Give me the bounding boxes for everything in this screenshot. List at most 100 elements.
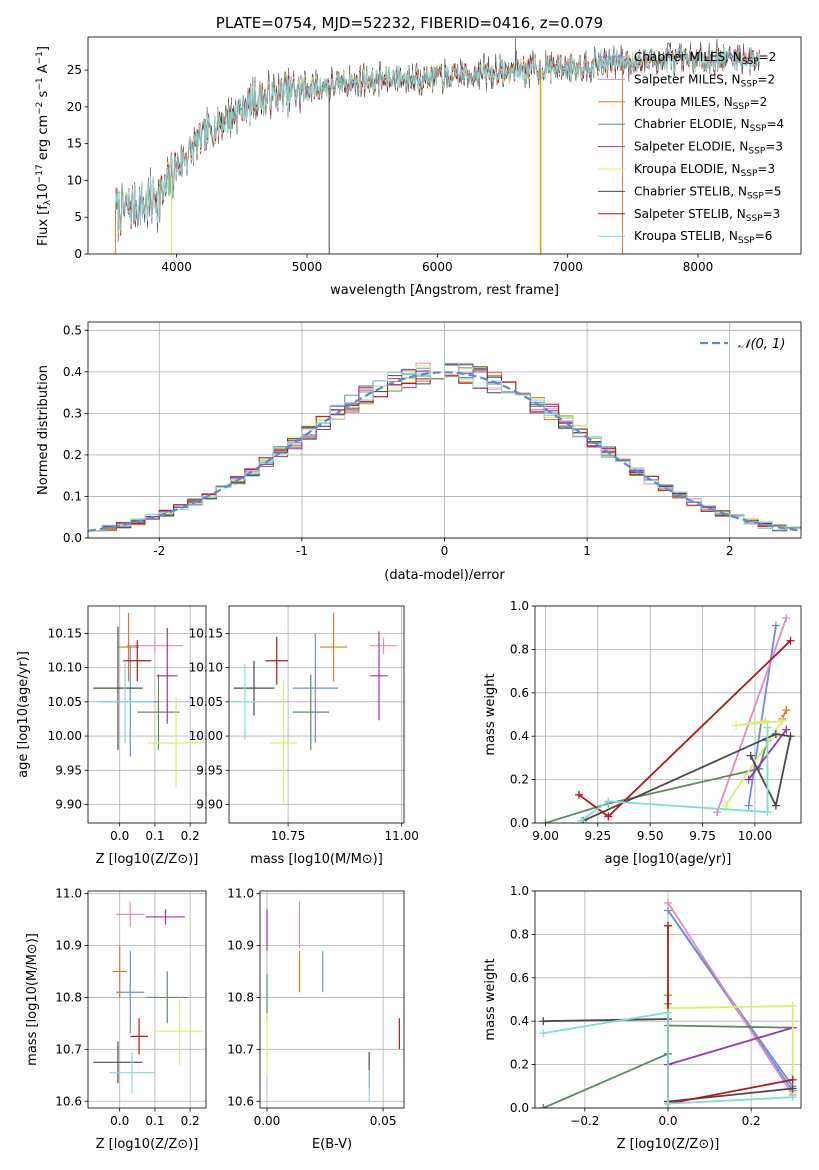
weight-marker <box>721 801 730 810</box>
legend-entry-nssp: 3 <box>767 162 775 176</box>
axis-group: 0.00 0.05 10.6 10.7 10.8 10.9 11.0 <box>227 887 405 1128</box>
y-tick-label: 20 <box>67 100 82 114</box>
legend-entry-nssp-sub: SSP <box>742 57 759 67</box>
errorbar-point <box>292 674 329 750</box>
x-tick-label: 8000 <box>683 260 714 274</box>
weight-marker <box>788 1075 797 1084</box>
x-axis-label: Z [log10(Z/Z⊙)] <box>96 852 199 867</box>
x-tick-label: 9.50 <box>637 829 664 843</box>
weight-marker <box>763 723 772 732</box>
legend-entry-eq: = <box>757 72 767 86</box>
legend-entry-nssp-label: , N <box>730 184 747 198</box>
legend-entry-name: Salpeter MILES <box>634 72 724 86</box>
y-tick-label: 0.3 <box>63 406 82 420</box>
axis-group: 0.0 0.1 0.2 9.90 9.95 10.00 10.05 10.10 10.15 <box>48 605 207 843</box>
weight-line <box>747 625 777 806</box>
x-tick-label: 0.0 <box>110 829 129 843</box>
legend: 𝒩(0, 1) <box>700 337 785 352</box>
y-tick-label: 0.8 <box>510 642 529 656</box>
errorbar-point <box>147 698 205 788</box>
y-tick-label: 0.4 <box>510 1014 529 1028</box>
errorbar-point <box>93 626 143 750</box>
legend-entry-eq: = <box>763 207 773 221</box>
legend-entry: Chabrier STELIB, NSSP=5 <box>634 184 782 201</box>
y-tick-label: 10.6 <box>55 1094 82 1108</box>
legend-entry-name: Kroupa MILES <box>634 95 716 109</box>
axes-frame <box>87 321 802 539</box>
y-tick-label: 11.0 <box>227 887 254 901</box>
weight-marker <box>744 801 753 810</box>
plot-area <box>93 612 205 788</box>
y-tick-label: 0.0 <box>63 531 82 545</box>
errorbar-point <box>123 640 152 682</box>
y-tick-label: 0.2 <box>510 1058 529 1072</box>
legend-entry-nssp-sub: SSP <box>741 169 758 179</box>
errorbar-point <box>231 664 259 740</box>
legend-entry-name: Chabrier MILES <box>634 50 725 64</box>
errorbar-point <box>96 660 154 743</box>
weight-line <box>667 1005 794 1093</box>
legend-entry-name: Chabrier STELIB <box>634 184 730 198</box>
errorbar-point <box>292 633 339 743</box>
legend-entry-nssp-label: , N <box>733 117 750 131</box>
legend-entry-nssp: 2 <box>769 50 777 64</box>
plot-area <box>266 901 400 1102</box>
legend-entry-name: Chabrier ELODIE <box>634 117 733 131</box>
errorbar-point <box>109 1051 155 1094</box>
normal-curve <box>88 371 801 532</box>
legend-entry-name: Salpeter ELODIE <box>634 140 732 154</box>
y-tick-label: 10.6 <box>227 1094 254 1108</box>
y-tick-label: 0.6 <box>510 686 529 700</box>
x-tick-label: 5000 <box>292 260 323 274</box>
x-tick-label: 7000 <box>552 260 583 274</box>
legend-entry: Salpeter ELODIE, NSSP=3 <box>634 140 783 157</box>
x-tick-label: 0.2 <box>181 1114 200 1128</box>
errorbar-point <box>93 1041 143 1084</box>
weight-line <box>545 740 769 823</box>
x-tick-label: 0 <box>441 544 449 558</box>
weight-marker <box>761 717 770 726</box>
y-tick-label: 0.0 <box>510 1101 529 1115</box>
y-tick-label: 0.1 <box>63 489 82 503</box>
x-tick-label: -2 <box>153 544 165 558</box>
legend-entry: Chabrier ELODIE, NSSP=4 <box>634 117 784 134</box>
errorbar-point <box>117 612 140 682</box>
weight-marker <box>604 812 613 821</box>
y-tick-label: 10.8 <box>227 990 254 1004</box>
errorbar-point <box>112 945 127 998</box>
legend-entry-eq: = <box>766 117 776 131</box>
y-tick-label: 5 <box>74 210 82 224</box>
y-axis-label: Flux [fλ10−17 erg cm−2 s−1 A−1] <box>35 46 53 246</box>
errorbar-point <box>319 612 348 682</box>
legend-entry-nssp-label: , N <box>725 50 742 64</box>
x-tick-label: 9.00 <box>532 829 559 843</box>
axis-group: 10.75 11.00 9.90 9.95 10.00 10.05 10.10 10.15 <box>189 605 419 843</box>
x-tick-label: 9.25 <box>584 829 611 843</box>
y-tick-label: 9.90 <box>196 798 223 812</box>
legend-entry-nssp-label: , N <box>724 162 741 176</box>
y-tick-label: 10.05 <box>48 695 82 709</box>
errorbar-point <box>146 909 185 925</box>
legend-entry-nssp: 4 <box>777 117 785 131</box>
y-tick-label: 0.2 <box>63 448 82 462</box>
legend-entry-eq: = <box>759 50 769 64</box>
weight-marker <box>763 808 772 817</box>
grid <box>229 606 404 823</box>
weight-line <box>578 640 792 818</box>
y-tick-label: 10.9 <box>55 939 82 953</box>
x-axis-label: wavelength [Angstrom, rest frame] <box>330 283 559 298</box>
y-tick-label: 0.6 <box>510 971 529 985</box>
weight-marker <box>782 725 791 734</box>
y-tick-label: 10 <box>67 173 82 187</box>
y-tick-label: 0.2 <box>510 773 529 787</box>
axis-group: −0.2 0.0 0.2 0.0 0.2 0.4 0.6 0.8 1.0 <box>510 884 802 1128</box>
weight-marker <box>788 1002 797 1011</box>
weight-marker <box>786 636 795 645</box>
y-tick-label: 25 <box>67 63 82 77</box>
y-tick-label: 9.95 <box>55 763 82 777</box>
page-title: PLATE=0754, MJD=52232, FIBERID=0416, z=0… <box>216 14 603 32</box>
weight-marker <box>746 751 755 760</box>
x-tick-label: 1 <box>583 544 591 558</box>
